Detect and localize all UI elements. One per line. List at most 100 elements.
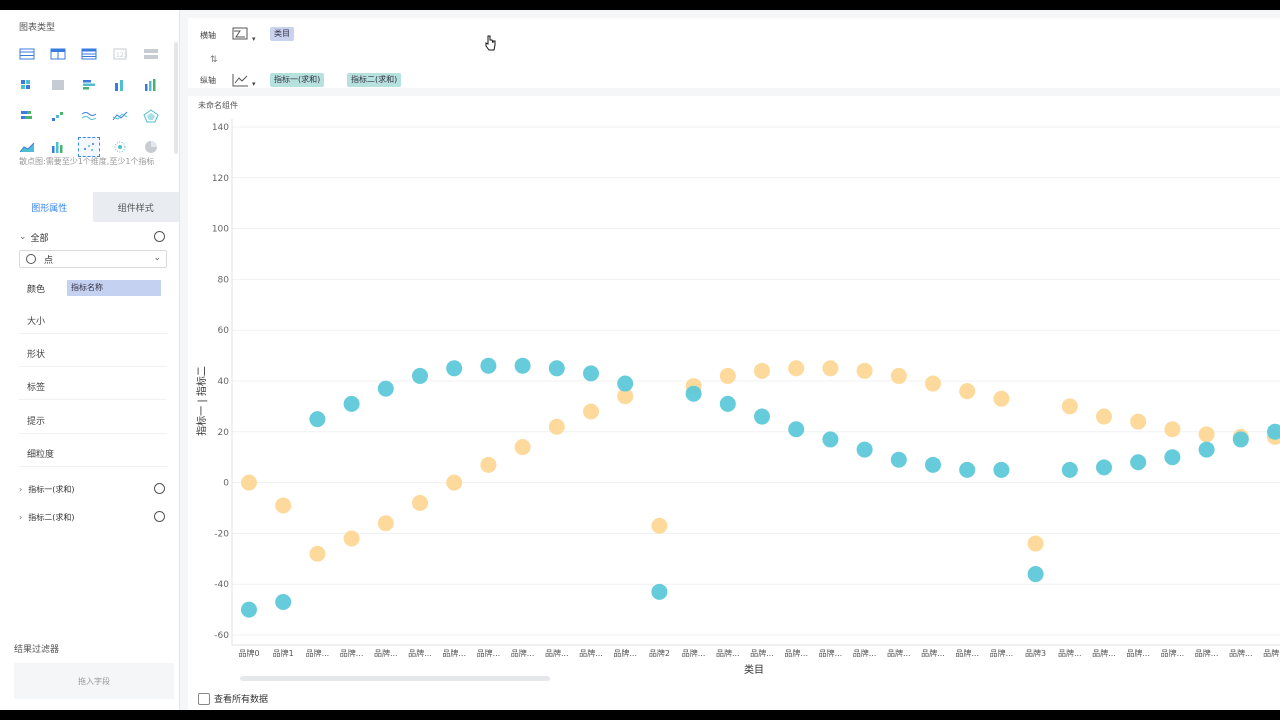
series1-point[interactable] [241, 601, 257, 618]
series1-point[interactable] [446, 360, 463, 377]
series1-point[interactable] [719, 395, 736, 412]
chart-horizontal-scrollbar[interactable] [240, 676, 550, 681]
measure-1-refresh-icon[interactable] [154, 483, 165, 494]
grouped-bar-icon[interactable] [78, 75, 100, 95]
series2-point[interactable] [446, 474, 463, 491]
series1-point[interactable] [788, 421, 805, 438]
series2-point[interactable] [275, 497, 292, 514]
series2-point[interactable] [583, 403, 599, 420]
series1-point[interactable] [343, 395, 360, 412]
series2-point[interactable] [1096, 408, 1112, 425]
line-icon[interactable] [109, 106, 131, 126]
combo-column-icon[interactable] [47, 137, 69, 157]
measure-row-2[interactable]: › 指标二(求和) [19, 510, 171, 524]
series2-point[interactable] [993, 390, 1010, 407]
mark-type-select[interactable]: 点 ⌄ [19, 250, 167, 268]
y-field-chip-1[interactable]: 指标一(求和) [270, 73, 325, 87]
series2-point[interactable] [412, 494, 428, 511]
swap-axes-icon[interactable]: ⇅ [210, 55, 218, 65]
show-all-data-checkbox[interactable]: 查看所有数据 [198, 692, 268, 705]
detail-table-icon[interactable] [78, 44, 100, 64]
area-icon[interactable] [16, 137, 38, 157]
series1-point[interactable] [754, 408, 770, 425]
series1-point[interactable] [1198, 441, 1215, 458]
chevron-down-icon[interactable]: ▾ [252, 35, 256, 43]
series2-point[interactable] [719, 367, 736, 384]
series2-point[interactable] [377, 515, 394, 532]
tab-graphic-properties[interactable]: 图形属性 [6, 192, 93, 222]
all-measures-row[interactable]: ⌄ 全部 [19, 230, 171, 244]
wave-line-icon[interactable] [78, 106, 100, 126]
series1-point[interactable] [959, 461, 976, 478]
series2-point[interactable] [890, 367, 907, 384]
step-line-icon[interactable] [47, 106, 69, 126]
series1-point[interactable] [651, 583, 668, 600]
series2-point[interactable] [1164, 421, 1181, 438]
series1-point[interactable] [480, 357, 497, 374]
series2-point[interactable] [959, 383, 976, 400]
color-field-chip[interactable]: 指标名称 [67, 280, 161, 296]
multi-column-icon[interactable] [140, 75, 162, 95]
color-table-icon[interactable] [47, 75, 69, 95]
series2-point[interactable] [1198, 426, 1215, 443]
series2-point[interactable] [925, 375, 941, 392]
x-field-chip[interactable]: 类目 [270, 27, 294, 41]
series2-point[interactable] [822, 360, 839, 377]
checkbox-box[interactable] [198, 692, 210, 705]
measure-2-refresh-icon[interactable] [154, 511, 165, 522]
series1-point[interactable] [1130, 454, 1147, 471]
series2-point[interactable] [343, 530, 360, 547]
series1-point[interactable] [617, 375, 634, 392]
series1-point[interactable] [412, 367, 428, 384]
series2-point[interactable] [617, 388, 634, 405]
series2-point[interactable] [309, 545, 326, 562]
series1-point[interactable] [377, 380, 394, 397]
series1-point[interactable] [993, 461, 1010, 478]
series1-point[interactable] [1232, 431, 1249, 448]
series1-point[interactable] [890, 451, 907, 468]
series1-point[interactable] [1027, 566, 1044, 583]
filter-drop-zone[interactable]: 拖入字段 [14, 663, 174, 699]
refresh-icon[interactable] [154, 231, 165, 242]
series2-point[interactable] [1130, 413, 1147, 430]
series1-point[interactable] [1061, 461, 1078, 478]
kpi-icon[interactable]: 123 [109, 44, 131, 64]
prop-shape[interactable]: 形状 [19, 341, 167, 367]
y-field-chip-2[interactable]: 指标二(求和) [347, 73, 402, 87]
prop-size[interactable]: 大小 [19, 308, 167, 334]
pie-icon[interactable] [140, 137, 162, 157]
series1-point[interactable] [856, 441, 873, 458]
series2-point[interactable] [1061, 398, 1078, 415]
scatter-icon[interactable] [78, 137, 100, 157]
column-icon[interactable] [109, 75, 131, 95]
series2-point[interactable] [788, 360, 805, 377]
chart-types-scrollbar[interactable] [174, 42, 178, 154]
series1-point[interactable] [583, 365, 599, 382]
series2-point[interactable] [754, 362, 770, 379]
dot-cloud-icon[interactable] [109, 137, 131, 157]
series2-point[interactable] [514, 439, 531, 456]
crosstab-icon[interactable] [47, 44, 69, 64]
series1-point[interactable] [514, 357, 531, 374]
series1-point[interactable] [1267, 423, 1280, 440]
prop-granularity[interactable]: 细粒度 [19, 441, 167, 467]
radar-icon[interactable] [140, 106, 162, 126]
series1-point[interactable] [309, 411, 326, 428]
prop-label[interactable]: 标签 [19, 374, 167, 400]
heatmap-table-icon[interactable] [16, 75, 38, 95]
stacked-bar-icon[interactable] [16, 106, 38, 126]
table-icon[interactable] [16, 44, 38, 64]
series2-point[interactable] [1027, 535, 1044, 552]
series1-point[interactable] [925, 456, 941, 473]
tab-component-style[interactable]: 组件样式 [92, 192, 179, 222]
card-icon[interactable] [140, 44, 162, 64]
series1-point[interactable] [548, 360, 565, 377]
prop-tooltip[interactable]: 提示 [19, 408, 167, 434]
series1-point[interactable] [822, 431, 839, 448]
series2-point[interactable] [241, 474, 257, 491]
series2-point[interactable] [480, 456, 497, 473]
x-axis-type-icon[interactable] [232, 27, 250, 41]
series2-point[interactable] [548, 418, 565, 435]
measure-row-1[interactable]: › 指标一(求和) [19, 482, 171, 496]
